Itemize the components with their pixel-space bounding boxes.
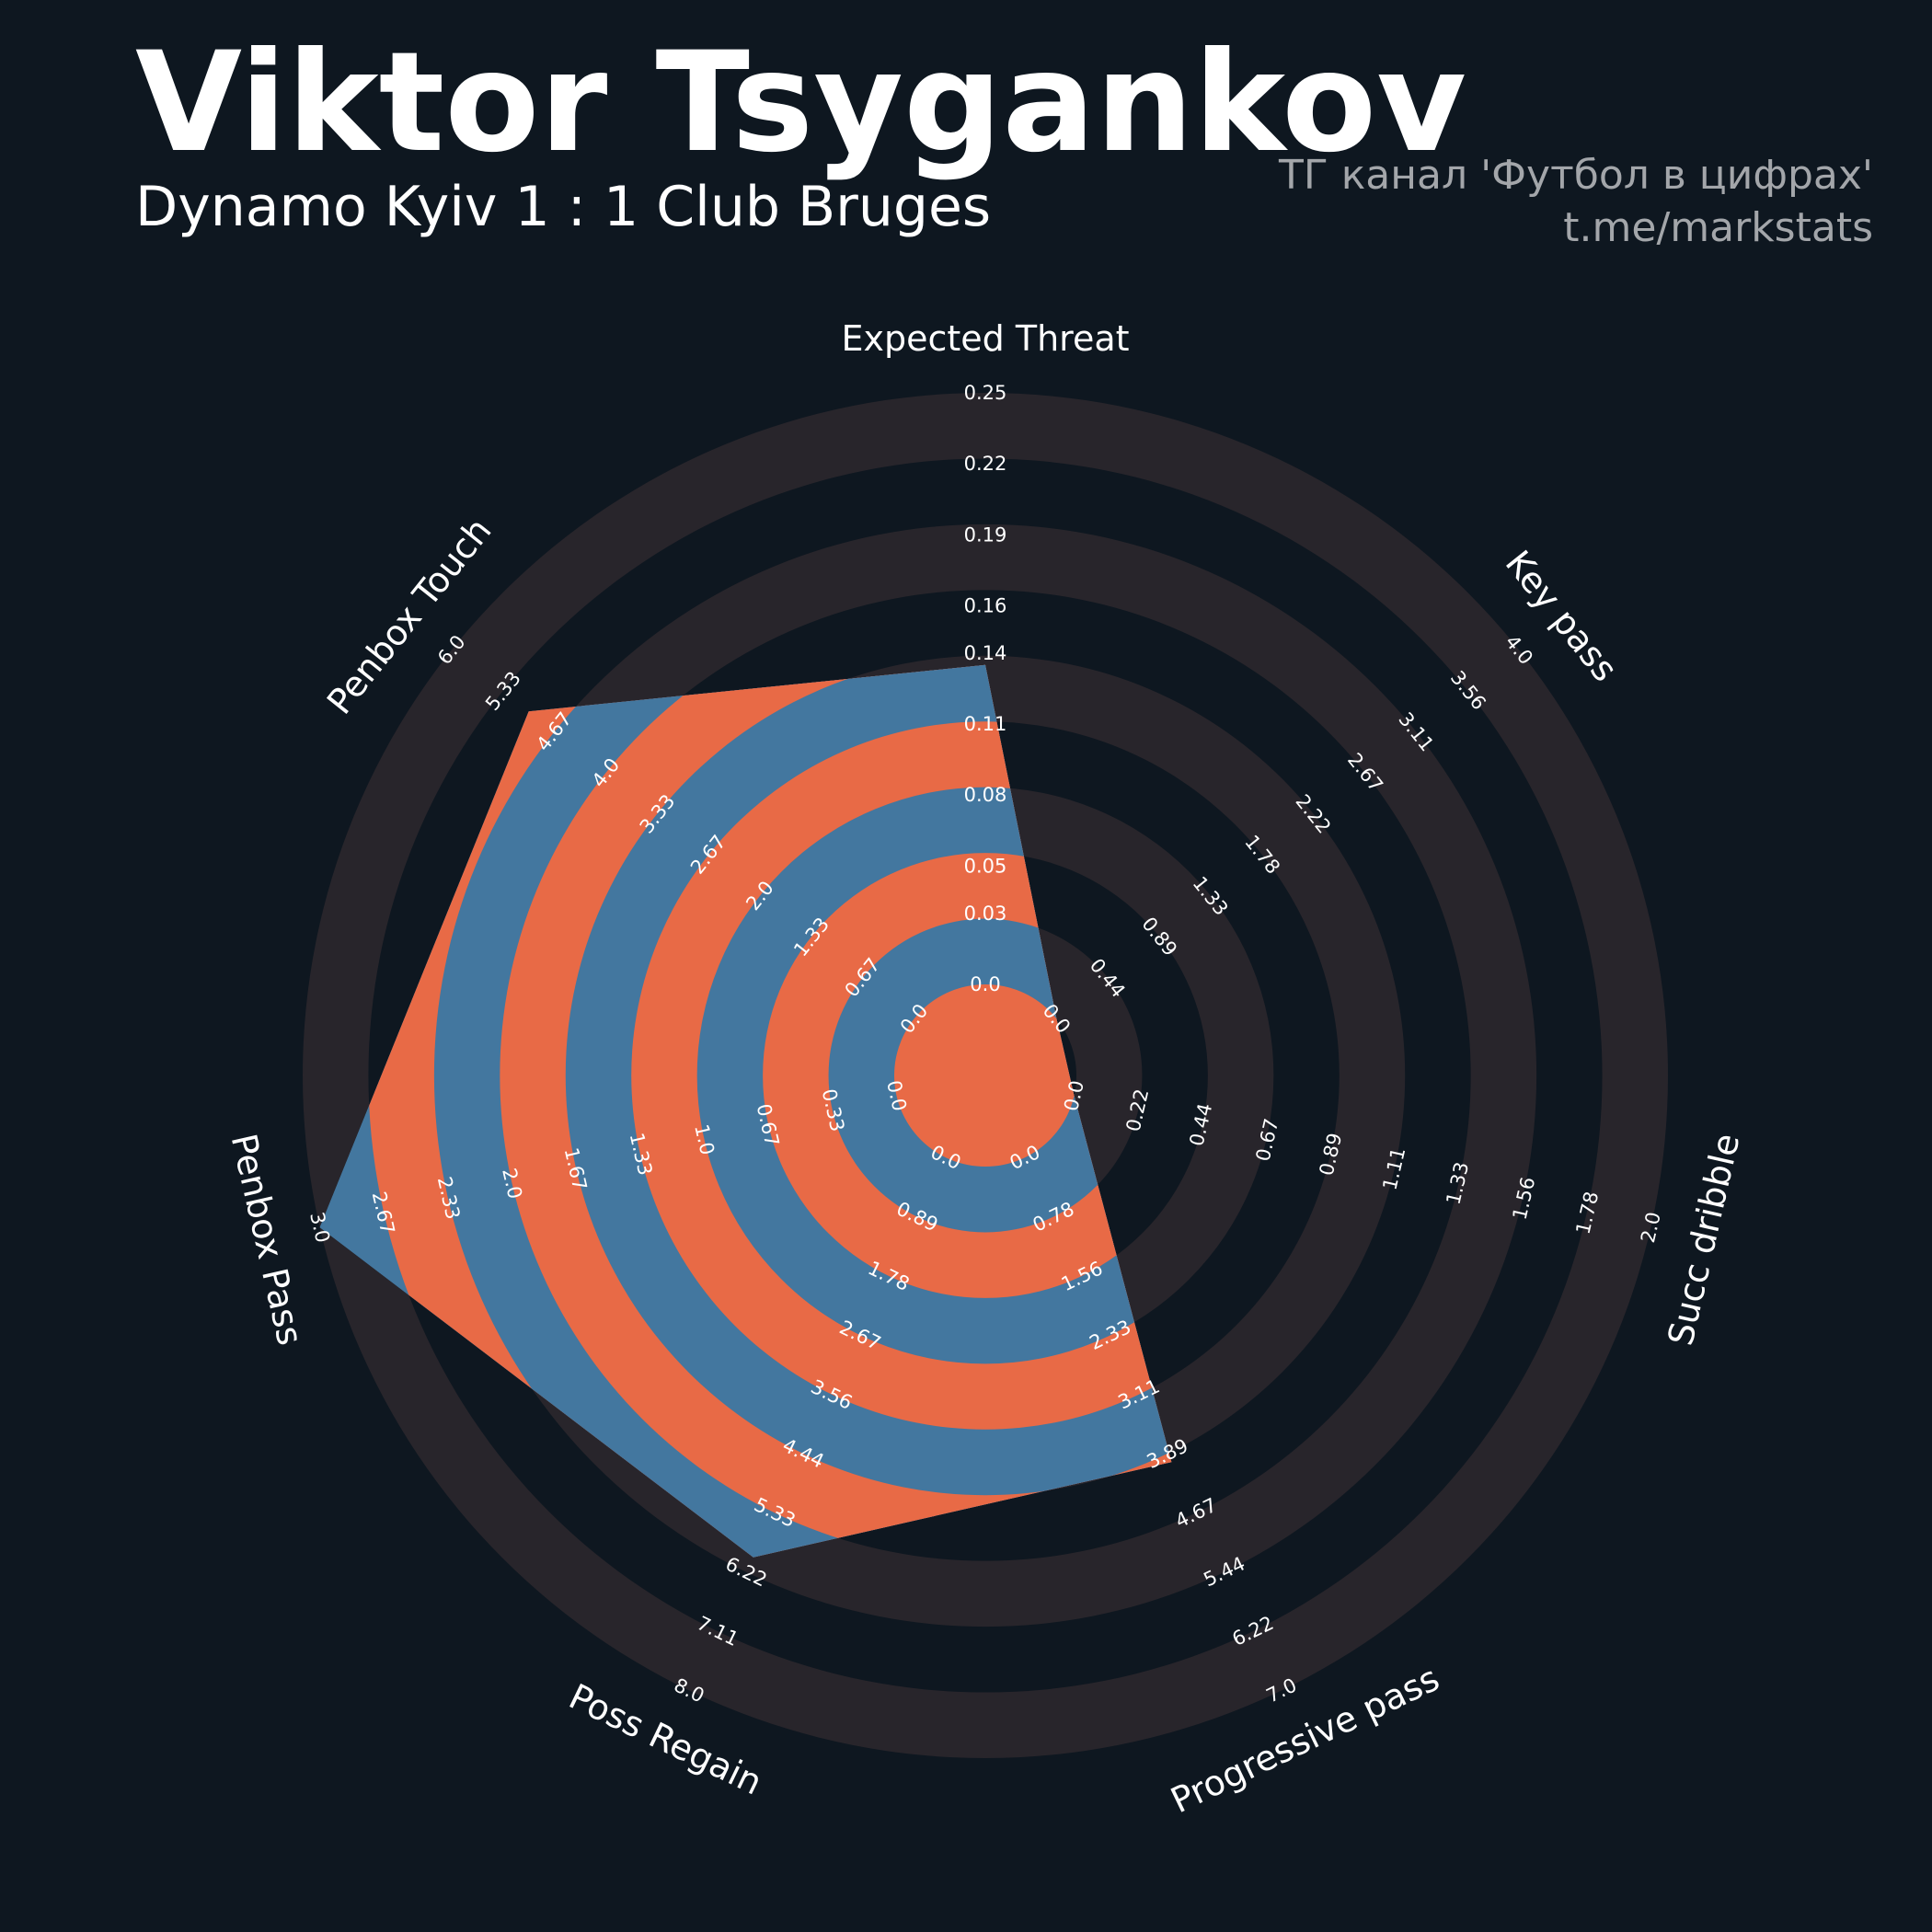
- tick-label: 0.05: [964, 855, 1007, 877]
- credit-line: ТГ канал 'Футбол в цифрах': [1278, 152, 1873, 199]
- chart-subtitle: Dynamo Kyiv 1 : 1 Club Bruges: [135, 175, 991, 239]
- radar-ring: [894, 984, 1076, 1167]
- credit-line: t.me/markstats: [1563, 204, 1873, 251]
- tick-label: 0.08: [964, 784, 1007, 806]
- axis-label: Expected Threat: [841, 318, 1129, 359]
- tick-label: 0.0: [970, 973, 1000, 995]
- tick-label: 0.19: [964, 523, 1007, 546]
- radar: Expected Threat 0.0 0.03 0.05 0.08 0.11 0.14 0.…: [224, 318, 1748, 1821]
- chart-title: Viktor Tsygankov: [135, 23, 1466, 183]
- tick-label: 0.03: [964, 903, 1007, 925]
- tick-label: 0.11: [964, 713, 1007, 735]
- tick-label: 0.16: [964, 594, 1007, 616]
- tick-label: 0.14: [964, 642, 1007, 664]
- tick-label: 0.22: [964, 453, 1007, 475]
- tick-label: 0.25: [964, 382, 1007, 404]
